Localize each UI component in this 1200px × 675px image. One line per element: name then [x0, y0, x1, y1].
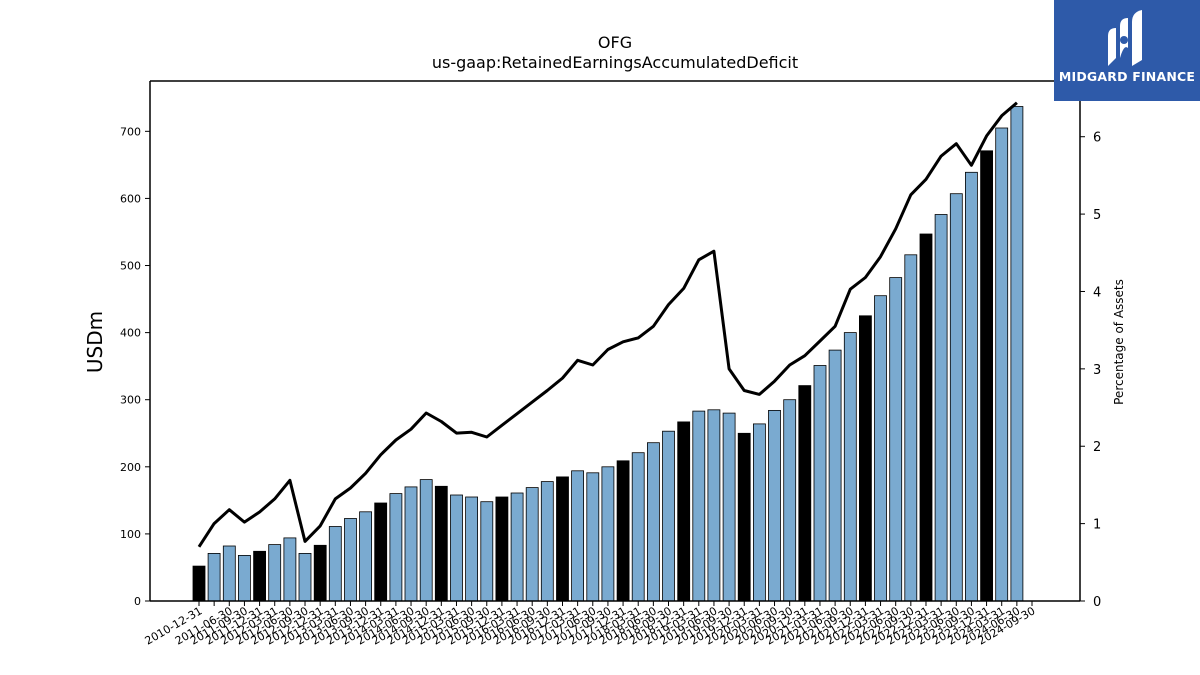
y-axis-label: USDm	[83, 311, 107, 373]
bar-2021-12-31	[859, 315, 872, 602]
bar-2022-12-31	[919, 233, 933, 602]
bar-2023-03-31	[934, 214, 948, 602]
bar-2014-06-30	[404, 486, 418, 602]
bar-2016-03-31	[510, 492, 524, 602]
bar-2013-09-30	[359, 511, 373, 602]
bar-2023-12-31	[980, 150, 993, 602]
brand-name: MIDGARD FINANCE	[1058, 69, 1196, 84]
brand-logo: MIDGARD FINANCE	[1054, 0, 1200, 101]
bar-2020-06-30	[768, 409, 781, 602]
x-axis-ticks: 2010-12-312011-06-302011-09-302011-12-31…	[143, 601, 1038, 648]
bar-2017-06-30	[586, 472, 600, 602]
right-tick-label: 0	[1093, 595, 1101, 610]
bar-2019-06-30	[707, 409, 721, 602]
bar-2013-06-30	[344, 518, 357, 602]
bar-2017-09-30	[601, 466, 615, 602]
bar-2015-09-30	[480, 501, 494, 602]
right-tick-label: 4	[1093, 285, 1101, 300]
bar-2010-12-31	[192, 565, 206, 602]
bar-2022-06-30	[889, 277, 903, 602]
bar-2011-06-30	[222, 545, 236, 602]
bar-2016-12-31	[556, 476, 569, 602]
left-tick-label: 300	[120, 394, 141, 407]
bar-2018-03-31	[631, 452, 645, 602]
bar-2020-03-31	[753, 423, 766, 602]
bar-2019-03-31	[692, 410, 706, 602]
y2-axis-label: Percentage of Assets	[1112, 279, 1126, 405]
bar-2021-03-31	[813, 365, 827, 602]
bar-2012-09-30	[298, 553, 312, 602]
bar-2011-03-31	[207, 553, 221, 602]
bar-2022-03-31	[874, 295, 887, 602]
left-tick-label: 100	[120, 528, 141, 541]
chart-title: OFG	[598, 33, 632, 52]
left-tick-label: 600	[120, 192, 141, 205]
right-tick-label: 5	[1093, 208, 1101, 223]
bar-2021-06-30	[828, 349, 842, 602]
bar-2011-09-30	[237, 555, 251, 602]
left-tick-label: 200	[120, 461, 141, 474]
left-tick-label: 0	[134, 595, 141, 608]
left-tick-label: 500	[120, 260, 141, 273]
bar-2022-09-30	[904, 254, 918, 602]
bar-2017-03-31	[571, 470, 584, 602]
midgard-logo-icon	[1108, 10, 1142, 66]
bar-2016-09-30	[540, 481, 554, 602]
bar-2019-12-31	[737, 432, 751, 602]
bar-2013-03-31	[328, 526, 342, 602]
bar-2023-09-30	[965, 171, 978, 602]
chart-subtitle: us-gaap:RetainedEarningsAccumulatedDefic…	[432, 53, 798, 72]
bar-2020-12-31	[798, 385, 812, 602]
right-tick-label: 3	[1093, 363, 1101, 378]
right-tick-label: 2	[1093, 440, 1101, 455]
right-tick-label: 1	[1093, 518, 1101, 533]
bar-2014-09-30	[419, 479, 433, 602]
bar-2016-06-30	[525, 487, 539, 602]
percentage-of-assets-line	[197, 101, 1018, 548]
left-tick-label: 400	[120, 327, 141, 340]
bar-2018-12-31	[677, 421, 691, 602]
bar-2017-12-31	[616, 460, 630, 602]
bar-2013-12-31	[374, 502, 388, 602]
bar-2012-12-31	[313, 544, 327, 602]
bar-2012-06-30	[283, 537, 297, 602]
right-tick-label: 6	[1093, 131, 1101, 146]
bar-2015-03-31	[450, 494, 463, 602]
bar-2021-09-30	[843, 332, 857, 602]
axes	[149, 80, 1081, 602]
bar-2015-12-31	[495, 496, 509, 602]
bar-2020-09-30	[783, 399, 797, 602]
left-tick-label: 700	[120, 125, 141, 138]
bar-2014-03-31	[389, 493, 403, 602]
bar-2023-06-30	[949, 193, 963, 602]
bar-2024-06-30	[1010, 106, 1024, 602]
bar-2011-12-31	[253, 550, 267, 602]
bar-2014-12-31	[434, 485, 448, 602]
left-axis-ticks: 0 100 200 300 400 500 600 700	[120, 125, 150, 608]
bar-2015-06-30	[465, 496, 479, 602]
bar-2019-09-30	[722, 412, 736, 602]
bar-2018-06-30	[647, 442, 660, 602]
bar-2018-09-30	[662, 430, 675, 602]
bar-2012-03-31	[268, 544, 282, 602]
bar-2024-03-31	[995, 127, 1009, 602]
right-axis-ticks: 0 1 2 3 4 5 6	[1080, 131, 1101, 610]
